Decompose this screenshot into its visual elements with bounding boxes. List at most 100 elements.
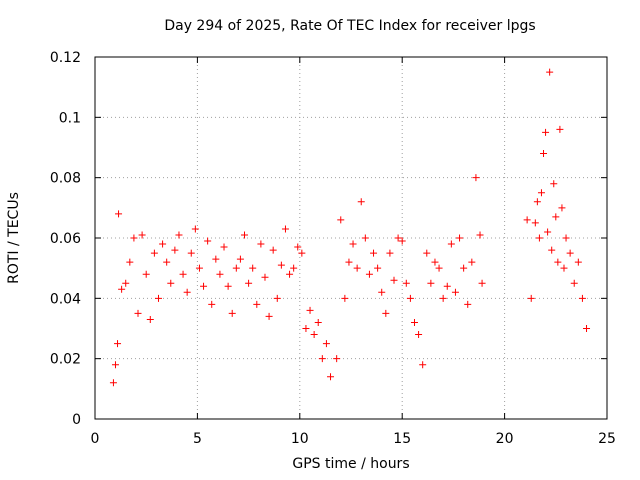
data-point: [447, 240, 455, 248]
data-point: [200, 282, 208, 290]
data-point: [204, 237, 212, 245]
data-point: [478, 279, 486, 287]
data-point: [195, 264, 203, 272]
data-point: [257, 240, 265, 248]
data-point: [578, 294, 586, 302]
data-point: [472, 174, 480, 182]
x-tick-label: 10: [291, 431, 309, 447]
data-point: [439, 294, 447, 302]
data-point: [298, 249, 306, 257]
y-tick-label: 0.04: [50, 291, 81, 307]
data-point: [115, 210, 123, 218]
x-tick-label: 5: [193, 431, 202, 447]
y-tick-label: 0.02: [50, 352, 81, 368]
data-point: [337, 216, 345, 224]
data-point: [191, 225, 199, 233]
data-point: [290, 264, 298, 272]
data-point: [345, 258, 353, 266]
data-point: [382, 309, 390, 317]
data-point: [349, 240, 357, 248]
data-point: [111, 361, 119, 369]
x-tick-label: 25: [598, 431, 616, 447]
data-point: [370, 249, 378, 257]
data-point: [402, 279, 410, 287]
x-tick-label: 20: [496, 431, 514, 447]
data-point: [142, 270, 150, 278]
data-point: [146, 315, 154, 323]
data-point: [398, 237, 406, 245]
x-tick-label: 0: [91, 431, 100, 447]
data-point: [114, 340, 122, 348]
data-point: [249, 264, 257, 272]
data-point: [150, 249, 158, 257]
y-tick-label: 0.06: [50, 231, 81, 247]
data-point: [556, 125, 564, 133]
y-tick-label: 0.12: [50, 50, 81, 66]
data-point: [163, 258, 171, 266]
data-point: [208, 300, 216, 308]
data-point: [468, 258, 476, 266]
data-point: [361, 234, 369, 242]
data-point: [281, 225, 289, 233]
data-point: [265, 312, 273, 320]
data-point: [314, 318, 322, 326]
data-point: [566, 249, 574, 257]
data-point: [410, 318, 418, 326]
data-point: [294, 243, 302, 251]
plot-frame: [94, 56, 608, 420]
data-point: [560, 264, 568, 272]
data-point: [548, 246, 556, 254]
data-point: [527, 294, 535, 302]
data-point: [236, 255, 244, 263]
data-point: [540, 150, 548, 158]
data-point: [333, 355, 341, 363]
data-point: [476, 231, 484, 239]
data-point: [220, 243, 228, 251]
data-point: [394, 234, 402, 242]
data-point: [378, 288, 386, 296]
data-point: [423, 249, 431, 257]
data-point: [523, 216, 531, 224]
data-point: [533, 198, 541, 206]
data-point: [550, 180, 558, 188]
data-point: [570, 279, 578, 287]
data-point: [353, 264, 361, 272]
data-point: [187, 249, 195, 257]
y-axis-label: ROTI / TECUs: [6, 192, 22, 284]
data-point: [583, 325, 591, 332]
data-point: [390, 276, 398, 284]
data-point: [159, 240, 167, 248]
data-point: [531, 219, 539, 227]
data-point: [406, 294, 414, 302]
data-point: [212, 255, 220, 263]
data-point: [544, 228, 552, 236]
data-point: [122, 279, 130, 287]
data-point: [175, 231, 183, 239]
data-point: [554, 258, 562, 266]
data-point: [456, 234, 464, 242]
data-point: [365, 270, 373, 278]
y-tick-label: 0.08: [50, 171, 81, 187]
data-point: [167, 279, 175, 287]
data-point: [574, 258, 582, 266]
data-point: [374, 264, 382, 272]
data-point: [415, 331, 423, 339]
data-point: [171, 246, 179, 254]
data-point: [451, 288, 459, 296]
data-point: [562, 234, 570, 242]
data-point: [224, 282, 232, 290]
data-point: [435, 264, 443, 272]
x-axis-label: GPS time / hours: [292, 456, 410, 472]
data-point: [253, 300, 261, 308]
data-point: [241, 231, 249, 239]
data-point: [232, 264, 240, 272]
x-tick-label: 15: [393, 431, 411, 447]
data-point: [286, 270, 294, 278]
data-point: [386, 249, 394, 257]
data-point: [357, 198, 365, 206]
data-point: [134, 309, 142, 317]
data-point: [552, 213, 560, 221]
data-point: [138, 231, 146, 239]
data-point: [154, 294, 162, 302]
data-point: [460, 264, 468, 272]
